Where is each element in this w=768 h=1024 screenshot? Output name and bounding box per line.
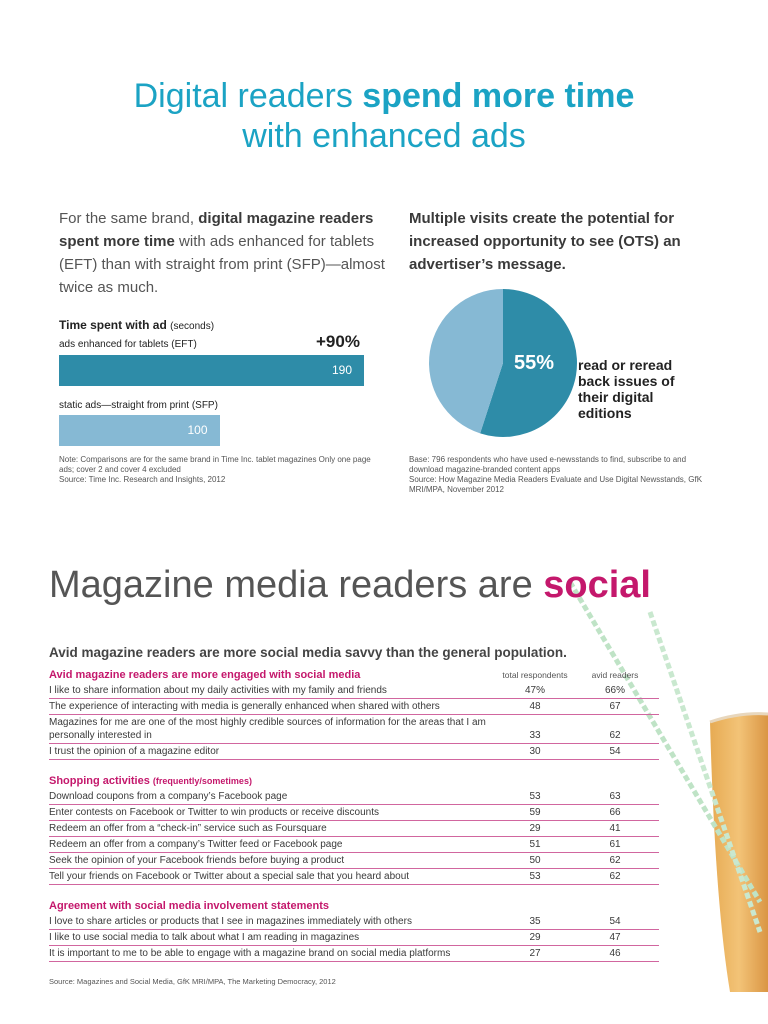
row-avid-value: 66 bbox=[609, 807, 621, 818]
table-row: Download coupons from a company’s Facebo… bbox=[49, 789, 659, 805]
row-total-value: 53 bbox=[529, 791, 541, 802]
section-subtitle: (frequently/sometimes) bbox=[152, 776, 252, 786]
table-row: Enter contests on Facebook or Twitter to… bbox=[49, 805, 659, 821]
page-title: Digital readers spend more time with enh… bbox=[0, 76, 768, 156]
row-label: I like to share information about my dai… bbox=[49, 685, 387, 696]
table-row: I like to use social media to talk about… bbox=[49, 930, 659, 946]
row-total-value: 27 bbox=[529, 948, 541, 959]
row-total-value: 59 bbox=[529, 807, 541, 818]
left-note: Note: Comparisons are for the same brand… bbox=[59, 455, 379, 485]
row-label: I trust the opinion of a magazine editor bbox=[49, 746, 220, 757]
row-label: Download coupons from a company’s Facebo… bbox=[49, 791, 288, 802]
title-prefix: Digital readers bbox=[133, 77, 363, 115]
section-title: Avid magazine readers are more engaged w… bbox=[49, 669, 361, 681]
bar-eft: 190 bbox=[59, 355, 364, 386]
right-source: Source: How Magazine Media Readers Evalu… bbox=[409, 475, 703, 494]
bar-label-sfp: static ads—straight from print (SFP) bbox=[59, 400, 218, 411]
row-label: Seek the opinion of your Facebook friend… bbox=[49, 855, 345, 866]
row-avid-value: 62 bbox=[609, 871, 621, 882]
column-header-total: total respondents bbox=[502, 670, 568, 680]
table-row: Redeem an offer from a company’s Twitter… bbox=[49, 837, 659, 853]
section-heading: Avid magazine readers are more engaged w… bbox=[49, 668, 659, 683]
row-avid-value: 41 bbox=[609, 823, 621, 834]
row-avid-value: 46 bbox=[609, 948, 621, 959]
section-title: Agreement with social media involvement … bbox=[49, 900, 329, 912]
row-total-value: 29 bbox=[529, 823, 541, 834]
row-label: Tell your friends on Facebook or Twitter… bbox=[49, 871, 410, 882]
column-header-avid: avid readers bbox=[591, 670, 639, 680]
row-label: The experience of interacting with media… bbox=[49, 701, 440, 712]
row-label: I like to use social media to talk about… bbox=[49, 932, 360, 943]
title-emphasis: spend more time bbox=[362, 77, 635, 115]
footer-source: Source: Magazines and Social Media, GfK … bbox=[49, 977, 336, 986]
row-avid-value: 62 bbox=[609, 730, 621, 741]
intro-text-1: For the same brand, bbox=[59, 210, 199, 227]
bar-annotation: +90% bbox=[316, 332, 360, 351]
table-row: Redeem an offer from a “check-in” servic… bbox=[49, 821, 659, 837]
row-total-value: 48 bbox=[529, 701, 541, 712]
row-label: Redeem an offer from a “check-in” servic… bbox=[49, 823, 327, 834]
intro-text-2: with ads enhanced for tablets (EFT) than… bbox=[59, 233, 385, 296]
pie-percent: 55% bbox=[514, 352, 555, 374]
row-avid-value: 66% bbox=[604, 685, 625, 696]
pie-chart bbox=[429, 289, 577, 437]
section-title: Shopping activities bbox=[49, 775, 150, 787]
row-avid-value: 63 bbox=[609, 791, 621, 802]
row-avid-value: 54 bbox=[609, 746, 621, 757]
left-source: Source: Time Inc. Research and Insights,… bbox=[59, 475, 226, 484]
row-avid-value: 62 bbox=[609, 855, 621, 866]
table-row: I love to share articles or products tha… bbox=[49, 914, 659, 930]
row-label: It is important to me to be able to enga… bbox=[49, 948, 451, 959]
row-total-value: 51 bbox=[529, 839, 541, 850]
table-row: It is important to me to be able to enga… bbox=[49, 946, 659, 962]
row-total-value: 47% bbox=[524, 685, 545, 696]
social-subtitle: Avid magazine readers are more social me… bbox=[49, 645, 567, 660]
table-row: Seek the opinion of your Facebook friend… bbox=[49, 853, 659, 869]
row-label: I love to share articles or products tha… bbox=[49, 916, 412, 927]
intro-bold: digital magazine readers spent more time bbox=[59, 210, 374, 250]
section-heading: Agreement with social media involvement … bbox=[49, 899, 659, 914]
row-total-value: 50 bbox=[529, 855, 541, 866]
right-note-text: Base: 796 respondents who have used e-ne… bbox=[409, 455, 687, 474]
row-total-value: 29 bbox=[529, 932, 541, 943]
row-label: Magazines for me are one of the most hig… bbox=[49, 717, 486, 741]
row-avid-value: 67 bbox=[609, 701, 621, 712]
bar-value-sfp: 100 bbox=[187, 423, 208, 437]
row-avid-value: 61 bbox=[609, 839, 621, 850]
bar-label-eft: ads enhanced for tablets (EFT) bbox=[59, 339, 197, 350]
row-avid-value: 54 bbox=[609, 916, 621, 927]
visits-heading: Multiple visits create the potential for… bbox=[409, 210, 681, 273]
bar-value-eft: 190 bbox=[331, 363, 352, 377]
row-total-value: 33 bbox=[529, 730, 541, 741]
table-row: I like to share information about my dai… bbox=[49, 683, 659, 699]
row-avid-value: 47 bbox=[609, 932, 621, 943]
social-table: Avid magazine readers are more engaged w… bbox=[49, 668, 659, 962]
pie-slice-reread bbox=[480, 289, 577, 437]
table-row: I trust the opinion of a magazine editor… bbox=[49, 744, 659, 760]
chart-unit: (seconds) bbox=[170, 321, 215, 332]
row-total-value: 35 bbox=[529, 916, 541, 927]
table-row: Magazines for me are one of the most hig… bbox=[49, 715, 659, 744]
intro-paragraph: For the same brand, digital magazine rea… bbox=[59, 207, 389, 299]
table-row: Tell your friends on Facebook or Twitter… bbox=[49, 869, 659, 885]
left-note-text: Note: Comparisons are for the same brand… bbox=[59, 455, 371, 474]
pie-slice-other bbox=[429, 289, 503, 434]
right-note: Base: 796 respondents who have used e-ne… bbox=[409, 455, 709, 495]
iced-tea-glass-illustration bbox=[567, 580, 768, 992]
section-heading: Shopping activities (frequently/sometime… bbox=[49, 774, 659, 789]
title-line2: with enhanced ads bbox=[242, 117, 526, 155]
social-title-prefix: Magazine media readers are bbox=[49, 564, 544, 606]
bar-sfp: 100 bbox=[59, 415, 220, 446]
row-total-value: 30 bbox=[529, 746, 541, 757]
chart-title-text: Time spent with ad bbox=[59, 318, 167, 332]
row-label: Redeem an offer from a company’s Twitter… bbox=[49, 839, 343, 850]
bar-chart-title: Time spent with ad (seconds) bbox=[59, 318, 214, 332]
social-title: Magazine media readers are social bbox=[49, 563, 651, 607]
table-row: The experience of interacting with media… bbox=[49, 699, 659, 715]
pie-label: read or reread back issues of their digi… bbox=[578, 357, 675, 421]
social-title-emphasis: social bbox=[543, 564, 651, 606]
row-label: Enter contests on Facebook or Twitter to… bbox=[49, 807, 379, 818]
row-total-value: 53 bbox=[529, 871, 541, 882]
